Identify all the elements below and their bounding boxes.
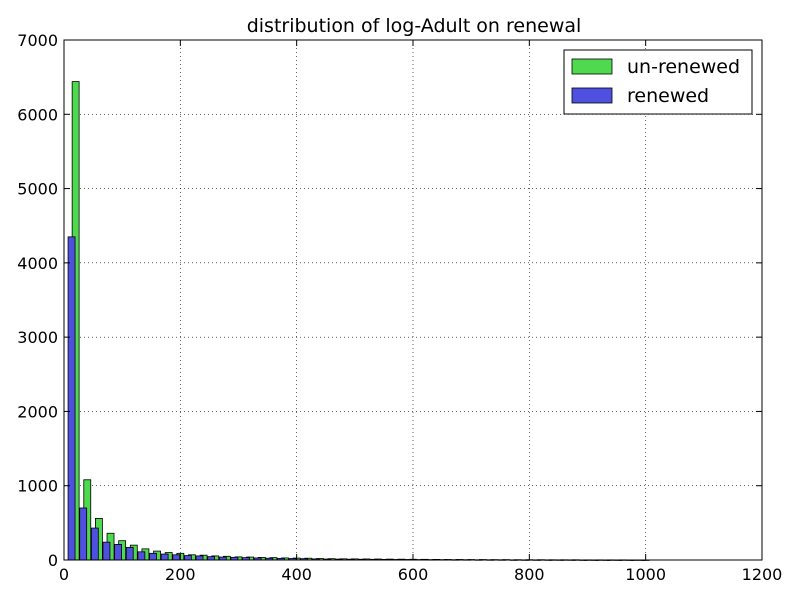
y-tick-label: 7000 <box>17 31 58 50</box>
bar-renewed <box>137 551 146 561</box>
legend-label-renewed: renewed <box>627 85 709 107</box>
bar-renewed <box>160 553 169 561</box>
y-tick-label: 3000 <box>17 328 58 347</box>
bar-renewed <box>67 236 76 561</box>
x-tick-label: 200 <box>165 565 196 584</box>
x-tick-label: 0 <box>59 565 69 584</box>
x-tick-label: 800 <box>514 565 545 584</box>
y-tick-label: 6000 <box>17 105 58 124</box>
axis-ticks: 0 200 400 600 800 1000 1200 0 1000 2000 3000 4000 50… <box>17 31 782 584</box>
bars-group <box>67 81 650 561</box>
bar-renewed <box>125 546 134 561</box>
bar-renewed <box>172 554 181 561</box>
y-tick-label: 4000 <box>17 254 58 273</box>
bar-renewed <box>90 527 99 561</box>
bar-renewed <box>114 544 122 561</box>
y-tick-label: 0 <box>48 551 58 570</box>
bar-renewed <box>195 555 204 561</box>
x-tick-label: 1000 <box>625 565 666 584</box>
legend-swatch-renewed <box>571 87 613 104</box>
x-tick-label: 600 <box>398 565 429 584</box>
bar-renewed <box>149 552 157 561</box>
x-tick-label: 1200 <box>742 565 783 584</box>
bar-renewed <box>102 541 111 561</box>
bar-renewed <box>184 555 192 561</box>
x-tick-label: 400 <box>281 565 312 584</box>
y-tick-label: 2000 <box>17 402 58 421</box>
legend-swatch-un-renewed <box>571 58 613 75</box>
chart-title: distribution of log-Adult on renewal <box>247 15 582 37</box>
bar-renewed <box>79 507 88 561</box>
y-tick-label: 5000 <box>17 180 58 199</box>
legend: un-renewed renewed <box>563 49 753 115</box>
grid-lines <box>64 40 762 560</box>
bar-renewed <box>207 556 216 561</box>
legend-label-un-renewed: un-renewed <box>627 56 740 78</box>
y-tick-label: 1000 <box>17 477 58 496</box>
